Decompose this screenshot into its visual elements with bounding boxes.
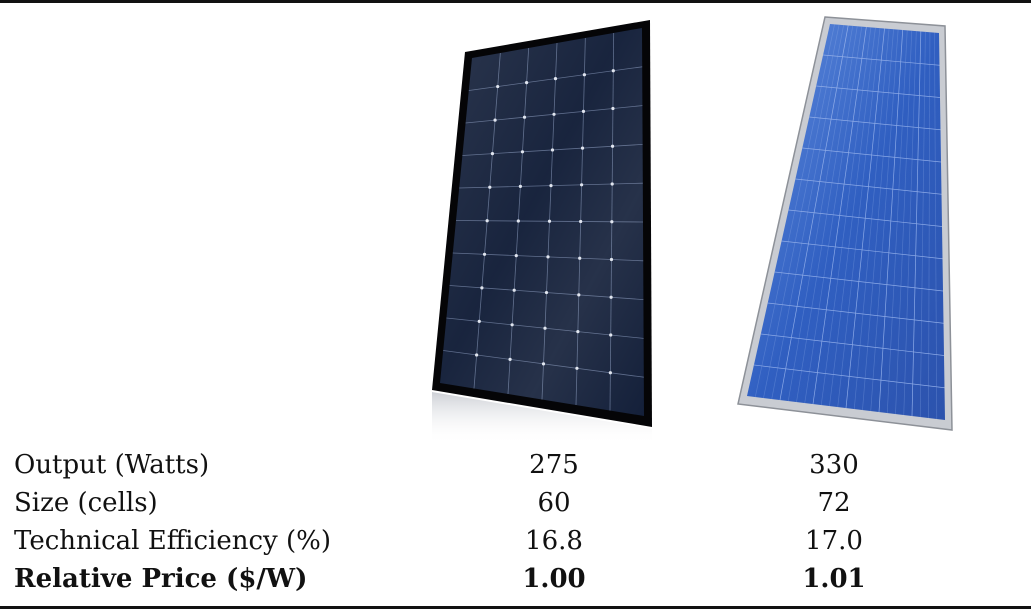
poly-value: 17.0: [805, 526, 863, 556]
row-label: Technical Efficiency (%): [14, 526, 332, 556]
row-label: Relative Price ($/W): [14, 564, 308, 594]
mono-value: 275: [529, 450, 579, 480]
poly-glare: [747, 24, 945, 420]
polycrystalline-solar-panel-image: [737, 16, 953, 431]
row-label: Size (cells): [14, 488, 158, 518]
table-row-size: Size (cells) 60 72: [14, 484, 989, 522]
table-row-output: Output (Watts) 275 330: [14, 446, 989, 484]
mono-value: 60: [537, 488, 571, 518]
mono-value: 1.00: [522, 564, 586, 594]
panel-comparison-table: Output (Watts) 275 330 Size (cells) 60 7…: [14, 446, 989, 598]
row-label: Output (Watts): [14, 450, 210, 480]
poly-value: 1.01: [802, 564, 866, 594]
monocrystalline-solar-panel-image: [432, 20, 652, 444]
mono-reflection: [432, 392, 652, 444]
table-row-efficiency: Technical Efficiency (%) 16.8 17.0: [14, 522, 989, 560]
top-rule: [0, 0, 1031, 3]
mono-glare: [440, 28, 644, 416]
poly-value: 72: [817, 488, 851, 518]
poly-value: 330: [809, 450, 859, 480]
table-row-relative-price: Relative Price ($/W) 1.00 1.01: [14, 560, 989, 598]
mono-value: 16.8: [525, 526, 583, 556]
bottom-rule: [0, 606, 1031, 609]
